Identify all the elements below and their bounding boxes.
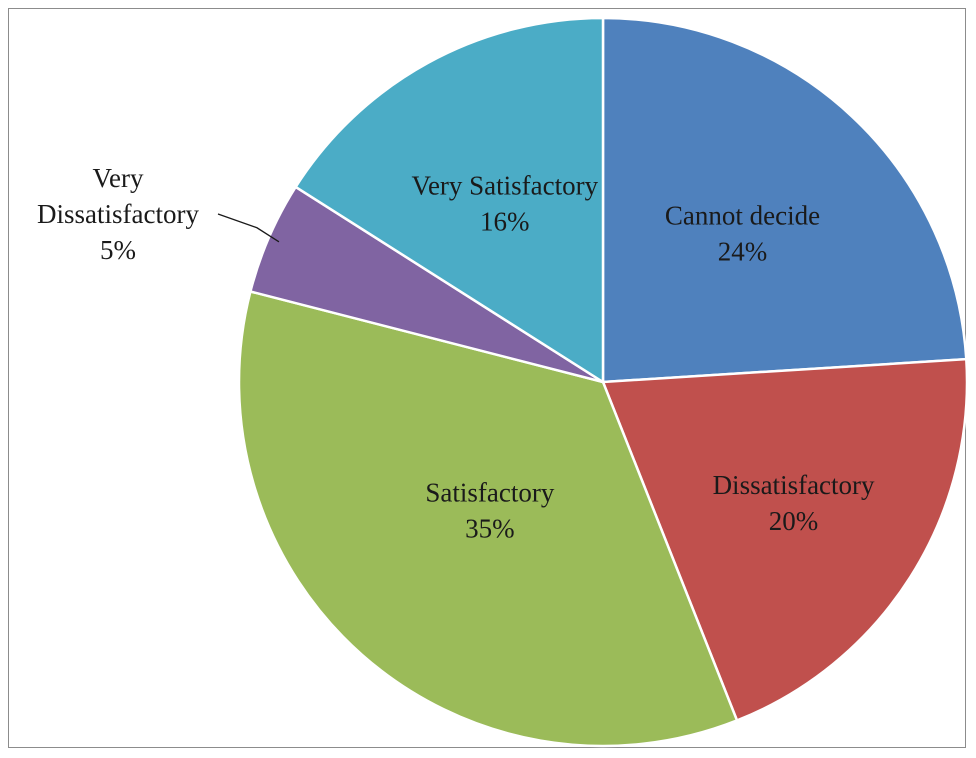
slice-label-dissatisfactory: Dissatisfactory 20%	[713, 470, 875, 536]
slice-name-very-dissatisfactory: Dissatisfactory	[37, 199, 199, 229]
slice-value-very-dissatisfactory: 5%	[100, 235, 136, 265]
pie-slice-dissatisfactory	[601, 357, 969, 723]
slice-label-very-satisfactory: Very Satisfactory 16%	[411, 170, 598, 236]
slice-label-cannot-decide: Cannot decide 24%	[665, 200, 820, 266]
slice-name-very-satisfactory: Very Satisfactory	[411, 170, 598, 200]
labels-layer: Cannot decide 24% Dissatisfactory 20% Satisf…	[37, 163, 875, 543]
slice-value-satisfactory: 35%	[465, 513, 515, 543]
slice-value-dissatisfactory: 20%	[769, 506, 819, 536]
pie-slice-satisfactory	[237, 289, 739, 748]
slice-value-very-satisfactory: 16%	[480, 206, 530, 236]
slice-value-cannot-decide: 24%	[718, 236, 768, 266]
slice-label-very-dissatisfactory: Very Dissatisfactory 5%	[37, 163, 199, 265]
slice-name-very-dissatisfactory: Very	[93, 163, 144, 193]
pie-slice-cannot-decide	[601, 16, 968, 384]
leader-line-very-dissatisfactory	[217, 213, 280, 243]
slice-name-cannot-decide: Cannot decide	[665, 200, 820, 230]
slices-layer	[237, 16, 969, 748]
slice-label-satisfactory: Satisfactory 35%	[425, 477, 554, 543]
pie-slice-very-satisfactory	[293, 16, 605, 385]
slice-name-satisfactory: Satisfactory	[425, 477, 554, 507]
slice-name-dissatisfactory: Dissatisfactory	[713, 470, 875, 500]
